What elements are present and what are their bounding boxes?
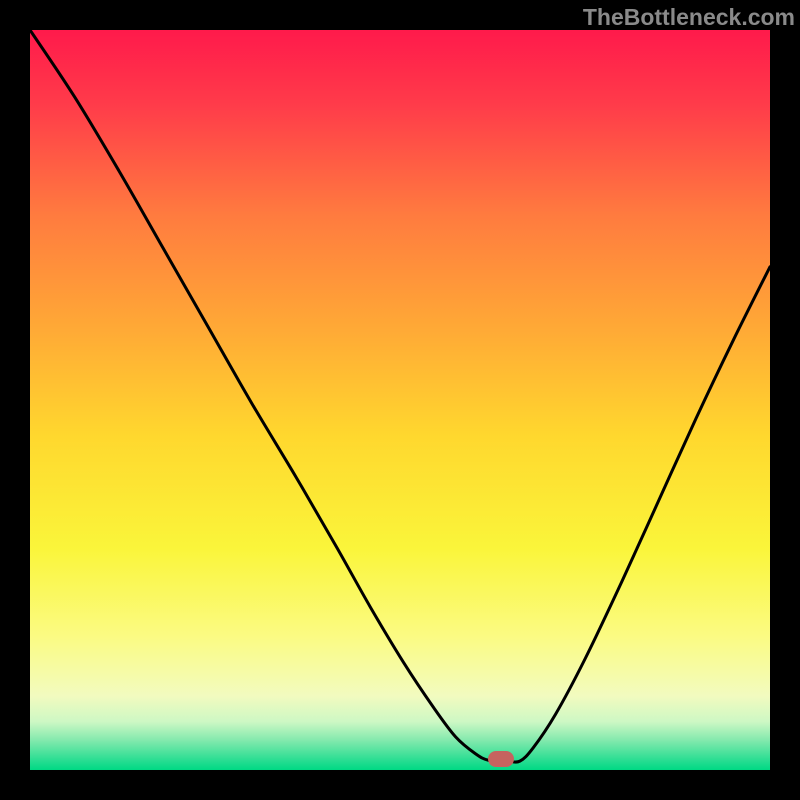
chart-frame: TheBottleneck.com	[0, 0, 800, 800]
optimum-marker	[488, 751, 514, 767]
watermark-text: TheBottleneck.com	[583, 4, 795, 31]
chart-svg	[0, 0, 800, 800]
